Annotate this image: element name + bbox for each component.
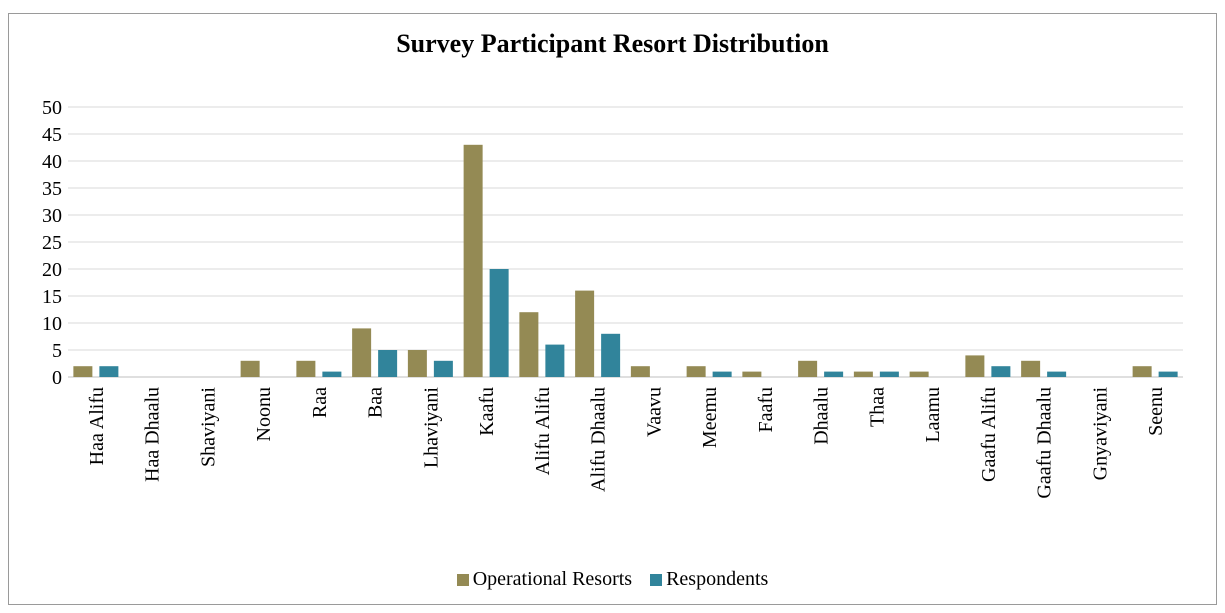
bar-operational-resorts xyxy=(575,290,595,377)
x-tick-label: Vaavu xyxy=(643,387,665,437)
x-tick-label: Laamu xyxy=(922,387,944,443)
x-tick-label: Thaa xyxy=(866,387,888,427)
x-tick-label: Shaviyani xyxy=(197,387,219,467)
bar-respondents xyxy=(991,366,1011,377)
bar-respondents xyxy=(322,371,342,377)
x-tick-label: Alifu Alifu xyxy=(532,387,554,475)
legend-label-operational-resorts: Operational Resorts xyxy=(472,568,633,590)
y-tick-label: 0 xyxy=(52,367,62,389)
bar-respondents xyxy=(545,344,565,377)
y-tick-label: 35 xyxy=(42,178,62,200)
chart-title: Survey Participant Resort Distribution xyxy=(396,29,829,58)
bar-respondents xyxy=(824,371,844,377)
bar-respondents xyxy=(378,350,398,377)
x-tick-label: Baa xyxy=(365,387,387,418)
bar-operational-resorts xyxy=(519,312,539,377)
legend-item-respondents: Respondents xyxy=(650,568,768,591)
x-tick-label: Meemu xyxy=(699,387,721,448)
x-tick-label: Dhaalu xyxy=(811,387,833,445)
bar-respondents xyxy=(712,371,732,377)
y-tick-label: 5 xyxy=(52,340,62,362)
bar-respondents xyxy=(489,269,509,377)
bar-operational-resorts xyxy=(853,371,873,377)
legend-swatch-operational-resorts xyxy=(456,573,469,586)
bar-respondents xyxy=(433,360,453,377)
y-tick-label: 25 xyxy=(42,232,62,254)
legend-item-operational-resorts: Operational Resorts xyxy=(456,568,633,591)
y-tick-label: 50 xyxy=(42,97,62,119)
bar-respondents xyxy=(1047,371,1067,377)
x-tick-label: Raa xyxy=(309,387,331,418)
bar-operational-resorts xyxy=(407,350,427,377)
x-tick-label: Gaafu Dhaalu xyxy=(1034,387,1056,499)
bar-respondents xyxy=(601,333,621,377)
x-tick-label: Faafu xyxy=(755,387,777,433)
x-tick-label: Alifu Dhaalu xyxy=(588,387,610,492)
x-tick-label: Gnyaviyani xyxy=(1089,387,1111,481)
legend-swatch-respondents xyxy=(650,573,663,586)
x-tick-label: Lhaviyani xyxy=(420,387,442,469)
bar-operational-resorts xyxy=(1021,360,1041,377)
legend: Operational Resorts Respondents xyxy=(0,568,1225,591)
y-tick-label: 10 xyxy=(42,313,62,335)
x-tick-label: Haa Dhaalu xyxy=(142,387,164,482)
bar-operational-resorts xyxy=(463,144,483,377)
bar-operational-resorts xyxy=(965,355,985,377)
bar-operational-resorts xyxy=(742,371,762,377)
y-tick-label: 40 xyxy=(42,151,62,173)
x-tick-label: Kaafu xyxy=(476,387,498,436)
y-tick-label: 45 xyxy=(42,124,62,146)
x-tick-label: Gaafu Alifu xyxy=(978,387,1000,482)
bar-operational-resorts xyxy=(686,366,706,377)
y-tick-label: 15 xyxy=(42,286,62,308)
bar-respondents xyxy=(99,366,119,377)
y-tick-label: 30 xyxy=(42,205,62,227)
x-tick-label: Noonu xyxy=(253,387,275,441)
x-tick-label: Haa Alifu xyxy=(86,387,108,465)
bar-operational-resorts xyxy=(798,360,818,377)
bar-operational-resorts xyxy=(73,366,93,377)
bar-operational-resorts xyxy=(240,360,260,377)
x-tick-label: Seenu xyxy=(1145,387,1167,436)
bar-respondents xyxy=(1158,371,1178,377)
bar-operational-resorts xyxy=(909,371,929,377)
bar-operational-resorts xyxy=(630,366,650,377)
bar-operational-resorts xyxy=(296,360,316,377)
chart-area xyxy=(8,13,1217,605)
bar-operational-resorts xyxy=(1132,366,1152,377)
bar-respondents xyxy=(879,371,899,377)
bar-operational-resorts xyxy=(352,328,372,377)
legend-label-respondents: Respondents xyxy=(666,568,769,590)
y-tick-label: 20 xyxy=(42,259,62,281)
